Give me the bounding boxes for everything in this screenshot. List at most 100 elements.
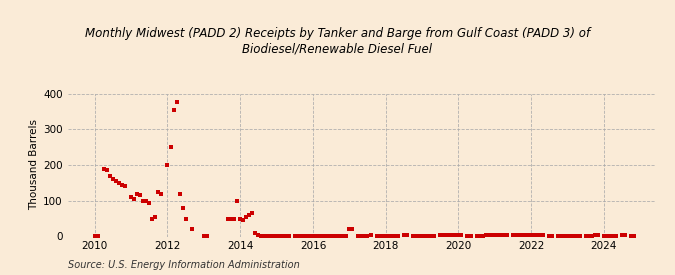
Point (171, 100, 182, 105)
Point (335, 233, 346, 238)
Point (362, 233, 373, 238)
Point (186, 227, 197, 232)
Point (284, 233, 294, 238)
Point (374, 233, 385, 238)
Point (223, 216, 234, 221)
Text: Monthly Midwest (PADD 2) Receipts by Tanker and Barge from Gulf Coast (PADD 3) o: Monthly Midwest (PADD 2) Receipts by Tan… (85, 28, 590, 56)
Point (353, 233, 364, 238)
Point (341, 233, 352, 238)
Point (165, 145, 176, 149)
Point (105, 174, 115, 178)
Point (365, 232, 376, 237)
Point (568, 233, 579, 238)
Point (465, 233, 476, 238)
Point (617, 232, 628, 237)
Point (320, 233, 331, 238)
Point (456, 232, 467, 237)
Point (522, 232, 533, 237)
Point (420, 233, 431, 238)
Point (89, 233, 100, 238)
Point (605, 233, 616, 238)
Point (162, 163, 173, 167)
Point (347, 227, 358, 232)
Point (520, 232, 531, 237)
Point (526, 232, 537, 237)
Point (265, 233, 276, 238)
Point (489, 232, 500, 237)
Point (389, 233, 400, 238)
Point (332, 233, 343, 238)
Point (244, 213, 254, 217)
Point (129, 197, 140, 201)
Point (359, 233, 370, 238)
Point (392, 233, 403, 238)
Point (232, 199, 242, 203)
Point (117, 183, 128, 187)
Point (178, 206, 188, 210)
Point (241, 214, 252, 219)
Point (514, 232, 524, 237)
Point (587, 233, 597, 238)
Point (277, 233, 288, 238)
Point (580, 233, 591, 238)
Point (538, 232, 549, 237)
Point (308, 233, 319, 238)
Point (92, 233, 103, 238)
Point (565, 233, 576, 238)
Point (386, 233, 397, 238)
Point (601, 233, 612, 238)
Point (547, 233, 558, 238)
Point (271, 233, 282, 238)
Point (101, 168, 112, 173)
Point (292, 233, 303, 238)
Point (144, 200, 155, 205)
Point (317, 233, 327, 238)
Point (107, 177, 118, 182)
Point (444, 232, 455, 237)
Point (256, 233, 267, 238)
Point (111, 179, 122, 183)
Point (516, 232, 527, 237)
Point (201, 233, 212, 238)
Point (235, 216, 246, 221)
Point (138, 199, 148, 203)
Point (410, 233, 421, 238)
Point (180, 216, 191, 221)
Point (438, 232, 449, 237)
Point (174, 191, 185, 196)
Point (119, 184, 130, 189)
Point (416, 233, 427, 238)
Point (99, 166, 109, 171)
Point (168, 108, 179, 112)
Point (477, 233, 488, 238)
Point (441, 232, 452, 237)
Point (599, 233, 610, 238)
Point (323, 233, 333, 238)
Point (229, 216, 240, 221)
Point (510, 232, 521, 237)
Point (453, 232, 464, 237)
Point (253, 232, 264, 237)
Point (198, 233, 209, 238)
Point (247, 211, 258, 216)
Point (402, 232, 412, 237)
Point (611, 233, 622, 238)
Point (571, 233, 582, 238)
Point (383, 233, 394, 238)
Text: Source: U.S. Energy Information Administration: Source: U.S. Energy Information Administ… (68, 260, 299, 270)
Point (329, 233, 340, 238)
Point (398, 232, 409, 237)
Point (508, 232, 518, 237)
Point (556, 233, 567, 238)
Point (628, 233, 639, 238)
Point (259, 233, 270, 238)
Point (529, 232, 539, 237)
Point (487, 232, 497, 237)
Point (150, 214, 161, 219)
Y-axis label: Thousand Barrels: Thousand Barrels (29, 120, 39, 210)
Point (414, 233, 425, 238)
Point (147, 216, 158, 221)
Point (377, 233, 388, 238)
Point (290, 233, 300, 238)
Point (268, 233, 279, 238)
